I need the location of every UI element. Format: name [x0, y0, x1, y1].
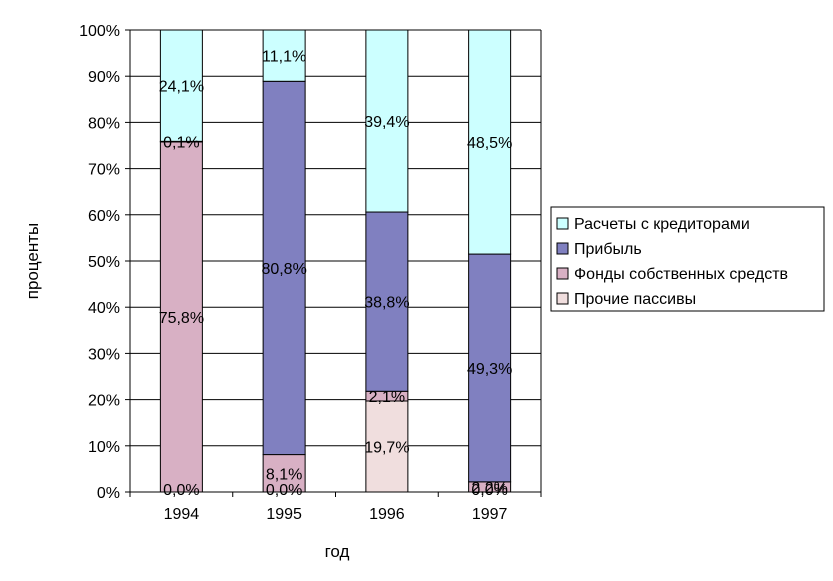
legend-label: Прибыль: [574, 241, 642, 258]
data-label: 2,2%: [471, 480, 507, 497]
bar-segment: [468, 29, 512, 255]
legend-box: [550, 206, 825, 312]
zero-data-label: 0,0%: [471, 482, 507, 499]
y-tick-label: 10%: [88, 439, 120, 456]
x-axis-ticks: 1994 1995 1996 1997: [164, 506, 508, 523]
x-tick-label: 1997: [472, 506, 508, 523]
bar-segment: [365, 29, 409, 213]
zero-data-label: 0,0%: [163, 482, 199, 499]
data-label: 8,1%: [266, 466, 302, 483]
data-label: 0,1%: [163, 135, 199, 152]
y-axis-ticks: 0% 10% 20% 30% 40% 50% 60% 70% 80% 90% 100%: [79, 23, 120, 502]
legend-swatch: [556, 217, 569, 230]
y-axis-title: проценты: [23, 223, 42, 300]
data-label: 75,8%: [159, 310, 204, 327]
y-tick-label: 40%: [88, 300, 120, 317]
bar-segment: [365, 211, 409, 392]
legend-swatch: [556, 242, 569, 255]
bar-segment: [159, 29, 203, 142]
data-label: 11,1%: [262, 49, 306, 66]
data-labels: 75,8%0,1%24,1%0,0%8,1%80,8%11,1%0,0%19,7…: [159, 49, 513, 499]
y-tick-label: 60%: [88, 208, 120, 225]
data-label: 80,8%: [261, 261, 306, 278]
x-tick-label: 1996: [369, 506, 405, 523]
legend-swatch: [556, 267, 569, 280]
data-label: 39,4%: [364, 114, 409, 131]
legend-label: Прочие пассивы: [574, 291, 696, 308]
bar-segment: [262, 29, 306, 82]
x-tick-label: 1995: [266, 506, 302, 523]
bar-segment: [262, 454, 306, 493]
y-tick-label: 80%: [88, 115, 120, 132]
x-tick-label: 1994: [164, 506, 200, 523]
bars: [159, 29, 512, 493]
data-label: 24,1%: [159, 79, 204, 96]
data-label: 48,5%: [467, 135, 512, 152]
x-axis-title: год: [325, 542, 350, 561]
bar-segment: [262, 80, 306, 456]
y-tick-label: 70%: [88, 162, 120, 179]
bar-segment: [159, 141, 203, 493]
y-tick-label: 100%: [79, 23, 120, 40]
y-tick-label: 90%: [88, 69, 120, 86]
legend-label: Фонды собственных средств: [574, 266, 788, 283]
legend: Расчеты с кредиторами Прибыль Фонды собств…: [550, 206, 825, 312]
data-label: 49,3%: [467, 361, 512, 378]
y-tick-label: 20%: [88, 393, 120, 410]
y-tick-label: 50%: [88, 254, 120, 271]
data-label: 19,7%: [364, 439, 409, 456]
legend-swatch: [556, 292, 569, 305]
legend-label: Расчеты с кредиторами: [574, 216, 750, 233]
y-tick-label: 0%: [97, 485, 120, 502]
data-label: 2,1%: [369, 389, 405, 406]
zero-data-label: 0,0%: [266, 482, 302, 499]
data-label: 38,8%: [364, 295, 409, 312]
y-tick-label: 30%: [88, 346, 120, 363]
